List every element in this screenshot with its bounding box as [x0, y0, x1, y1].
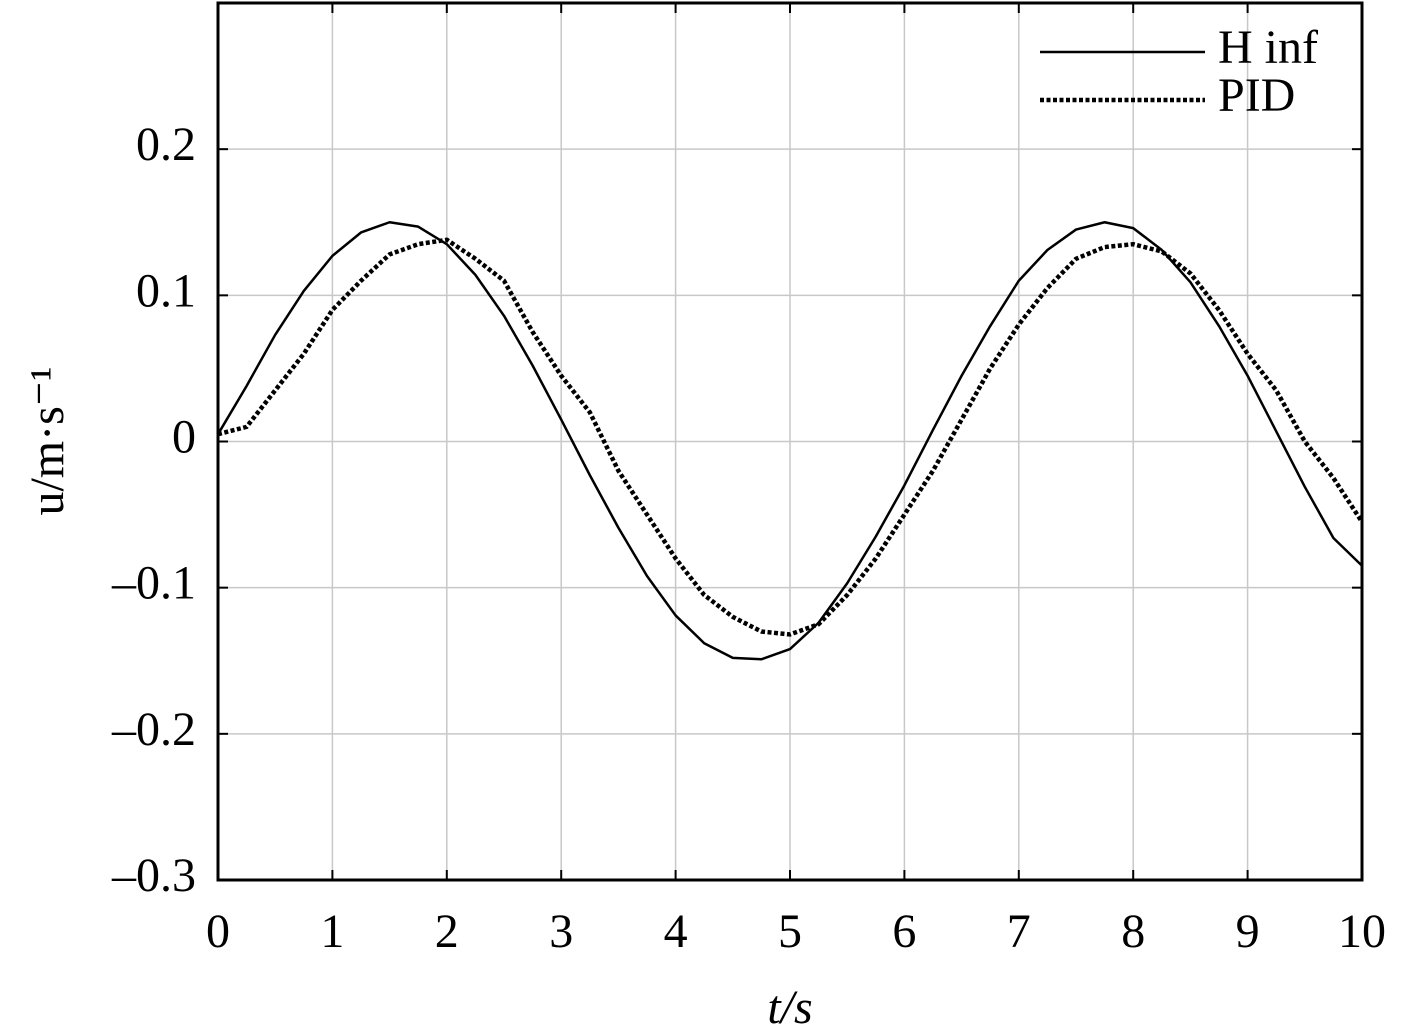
y-tick-label: –0.1 — [111, 557, 196, 610]
x-axis-label: t/s — [767, 981, 812, 1034]
y-tick-label: 0.2 — [136, 118, 196, 171]
y-tick-label: –0.3 — [111, 849, 196, 902]
x-tick-label: 0 — [206, 905, 230, 958]
x-tick-label: 4 — [664, 905, 688, 958]
legend-label: H inf — [1218, 21, 1318, 74]
y-axis-label: u/m·s⁻¹ — [21, 366, 74, 515]
x-tick-label: 5 — [778, 905, 802, 958]
plot-frame — [216, 1, 1364, 882]
y-tick-label: 0.1 — [136, 264, 196, 317]
data-line — [216, 221, 1363, 661]
y-tick-label: –0.2 — [111, 703, 196, 756]
x-tick-label: 3 — [549, 905, 573, 958]
x-tick-label: 8 — [1121, 905, 1145, 958]
x-tick-label: 6 — [892, 905, 916, 958]
data-line — [217, 237, 1364, 637]
x-tick-label: 10 — [1338, 905, 1386, 958]
x-tick-label: 1 — [320, 905, 344, 958]
x-tick-label: 9 — [1236, 905, 1260, 958]
x-tick-label: 2 — [435, 905, 459, 958]
x-tick-label: 7 — [1007, 905, 1031, 958]
y-tick-label: 0 — [172, 411, 196, 464]
legend-label: PID — [1218, 69, 1295, 122]
